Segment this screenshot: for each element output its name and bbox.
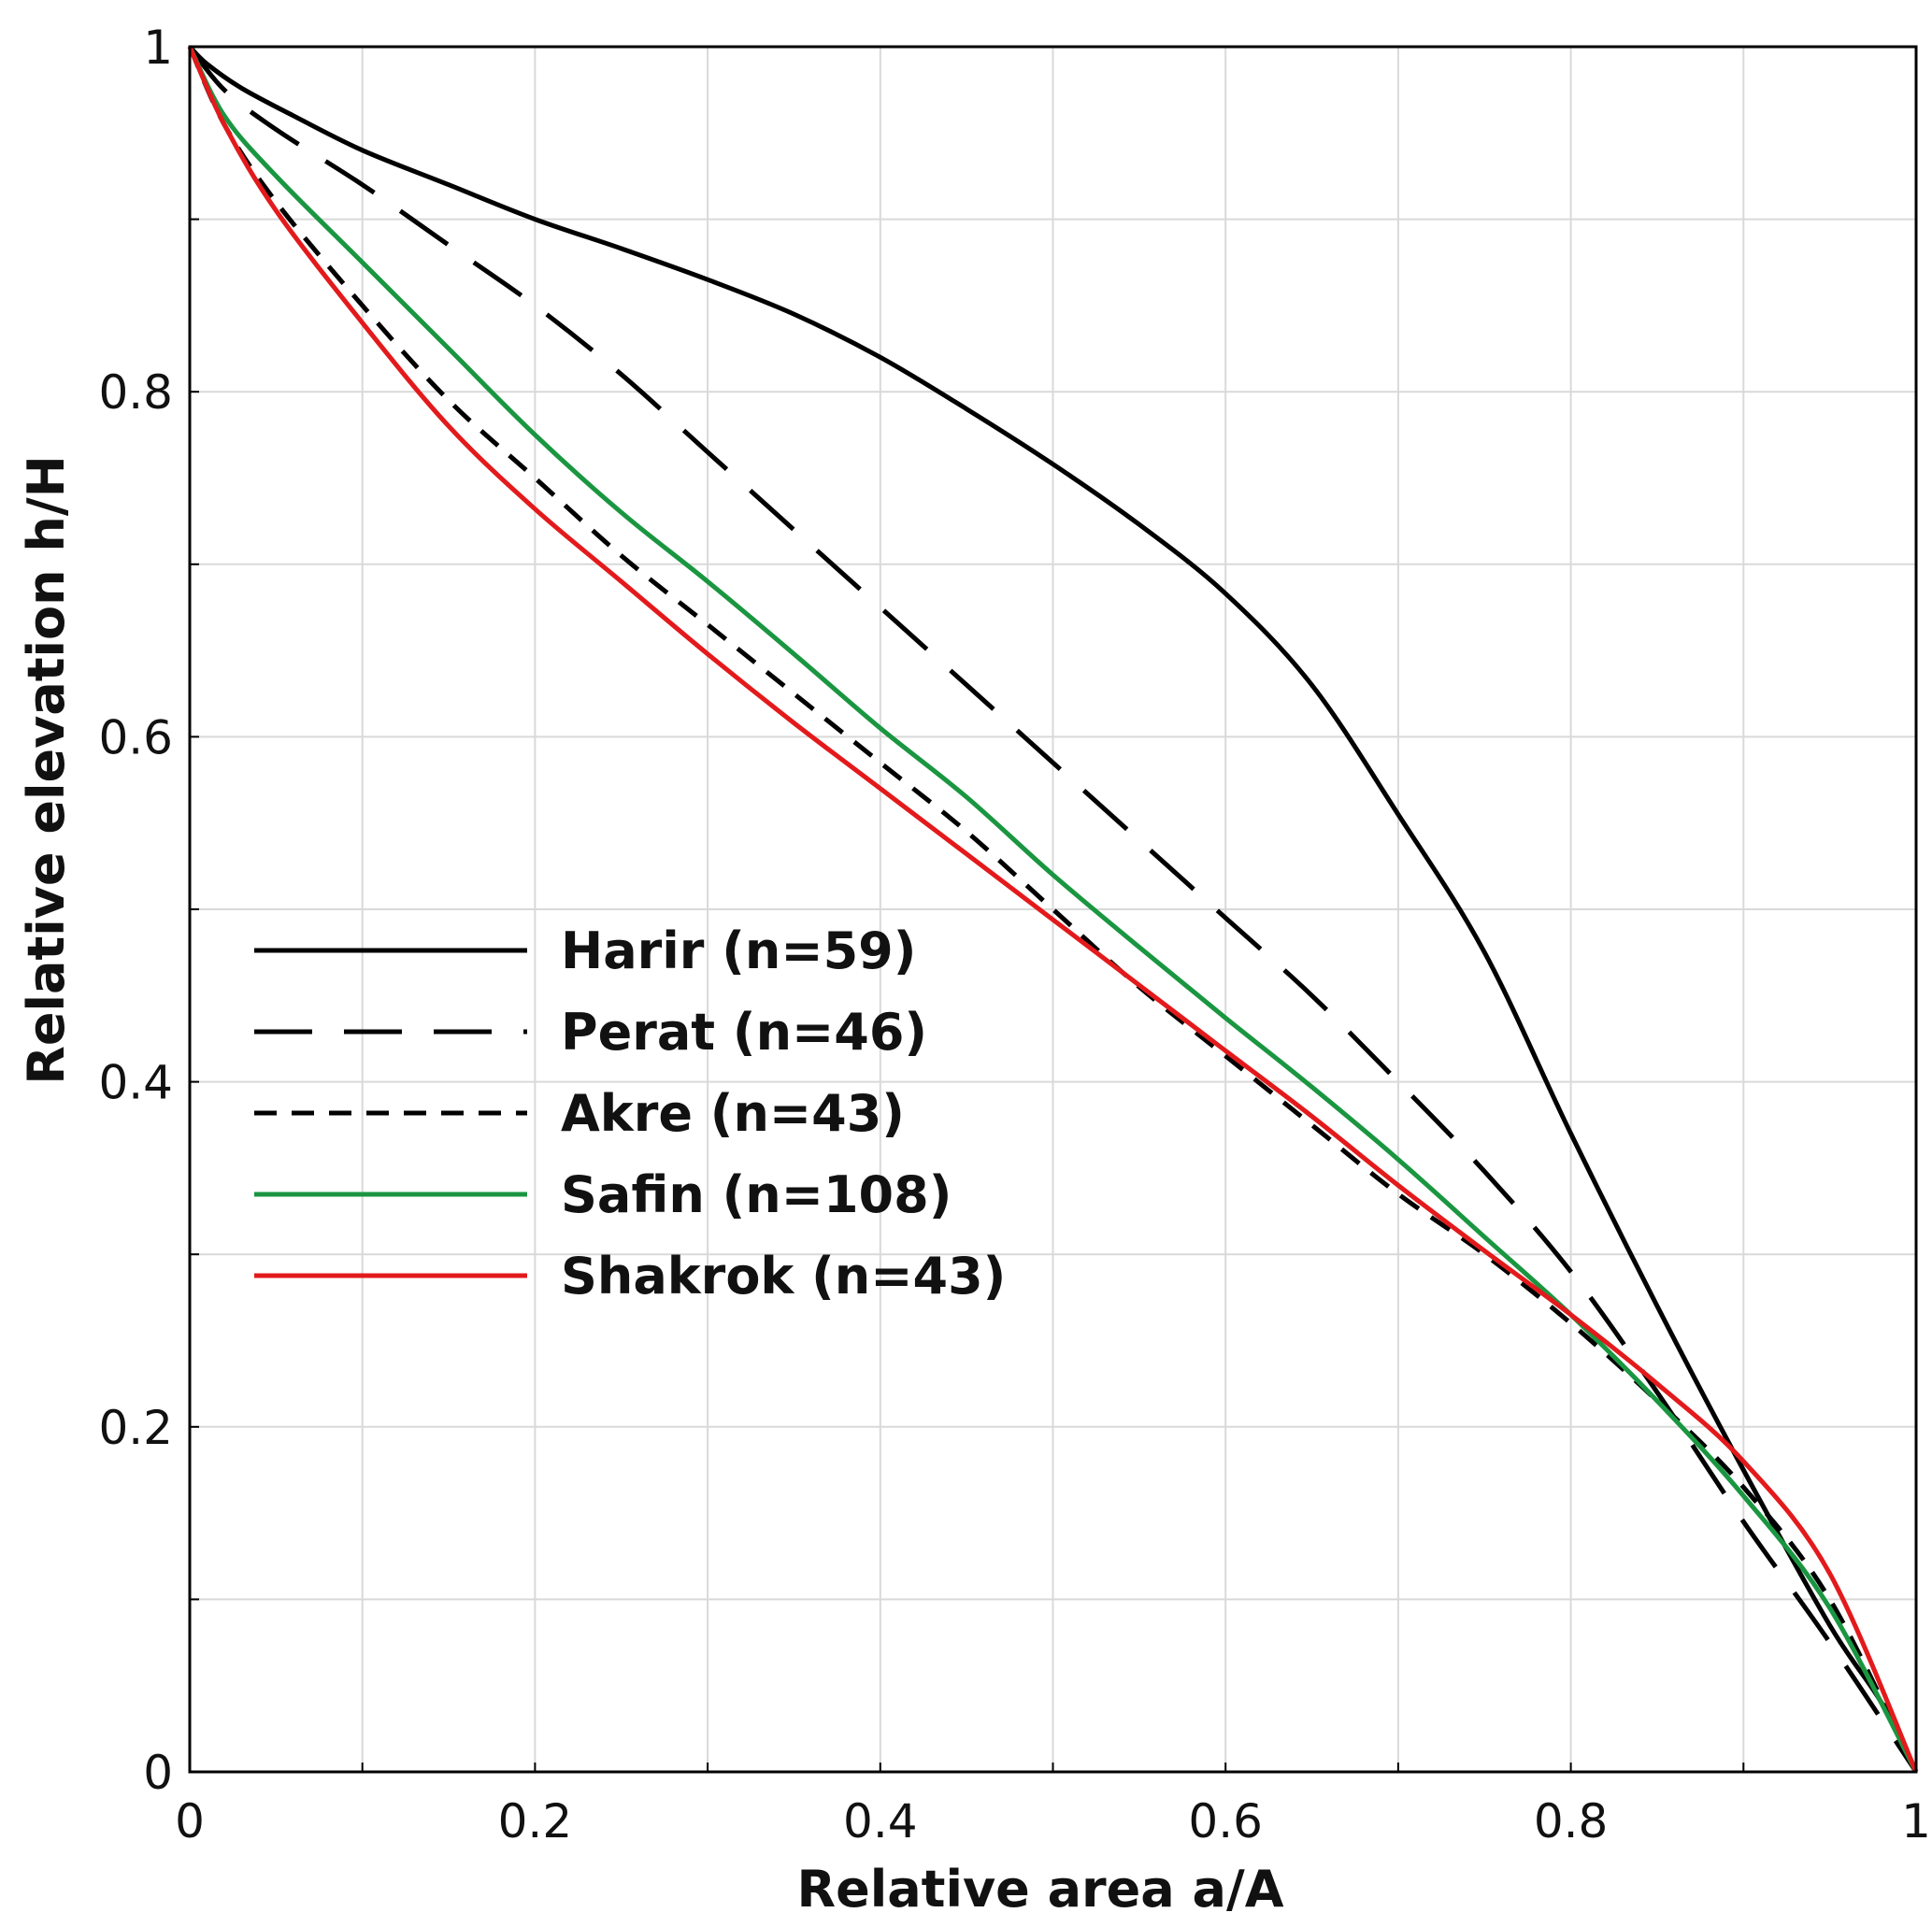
y-tick-label: 0.2 [98, 1401, 173, 1455]
x-tick-label: 0.8 [1534, 1794, 1609, 1848]
y-tick-label: 0.8 [98, 365, 173, 420]
y-axis-title: Relative elevation h/H [17, 455, 76, 1085]
grid-lines [190, 47, 1916, 1772]
legend-label: Akre (n=43) [561, 1084, 905, 1143]
legend-label: Shakrok (n=43) [561, 1247, 1006, 1306]
y-tick-label: 0.6 [98, 710, 173, 764]
y-tick-label: 0.4 [98, 1056, 173, 1110]
x-tick-label: 0.4 [843, 1794, 918, 1848]
x-axis-title: Relative area a/A [797, 1860, 1284, 1919]
x-tick-label: 0.2 [498, 1794, 573, 1848]
legend-label: Harir (n=59) [561, 921, 916, 980]
axis-ticks: 0 0.2 0.4 0.6 0.8 1 0 0.2 0.4 0.6 0.8 1 [98, 21, 1930, 1848]
x-tick-label: 0 [175, 1794, 205, 1848]
y-tick-label: 1 [143, 21, 173, 75]
legend-label: Safin (n=108) [561, 1165, 952, 1224]
legend: Harir (n=59) Perat (n=46) Akre (n=43) Safin… [254, 921, 1006, 1306]
x-tick-label: 1 [1901, 1794, 1931, 1848]
series-line-shakrok [187, 45, 1919, 1773]
series-lines [187, 45, 1919, 1774]
legend-label: Perat (n=46) [561, 1003, 927, 1062]
y-tick-label: 0 [143, 1746, 173, 1800]
x-tick-label: 0.6 [1188, 1794, 1263, 1848]
series-line-harir [188, 45, 1919, 1774]
series-line-safin [187, 45, 1919, 1774]
